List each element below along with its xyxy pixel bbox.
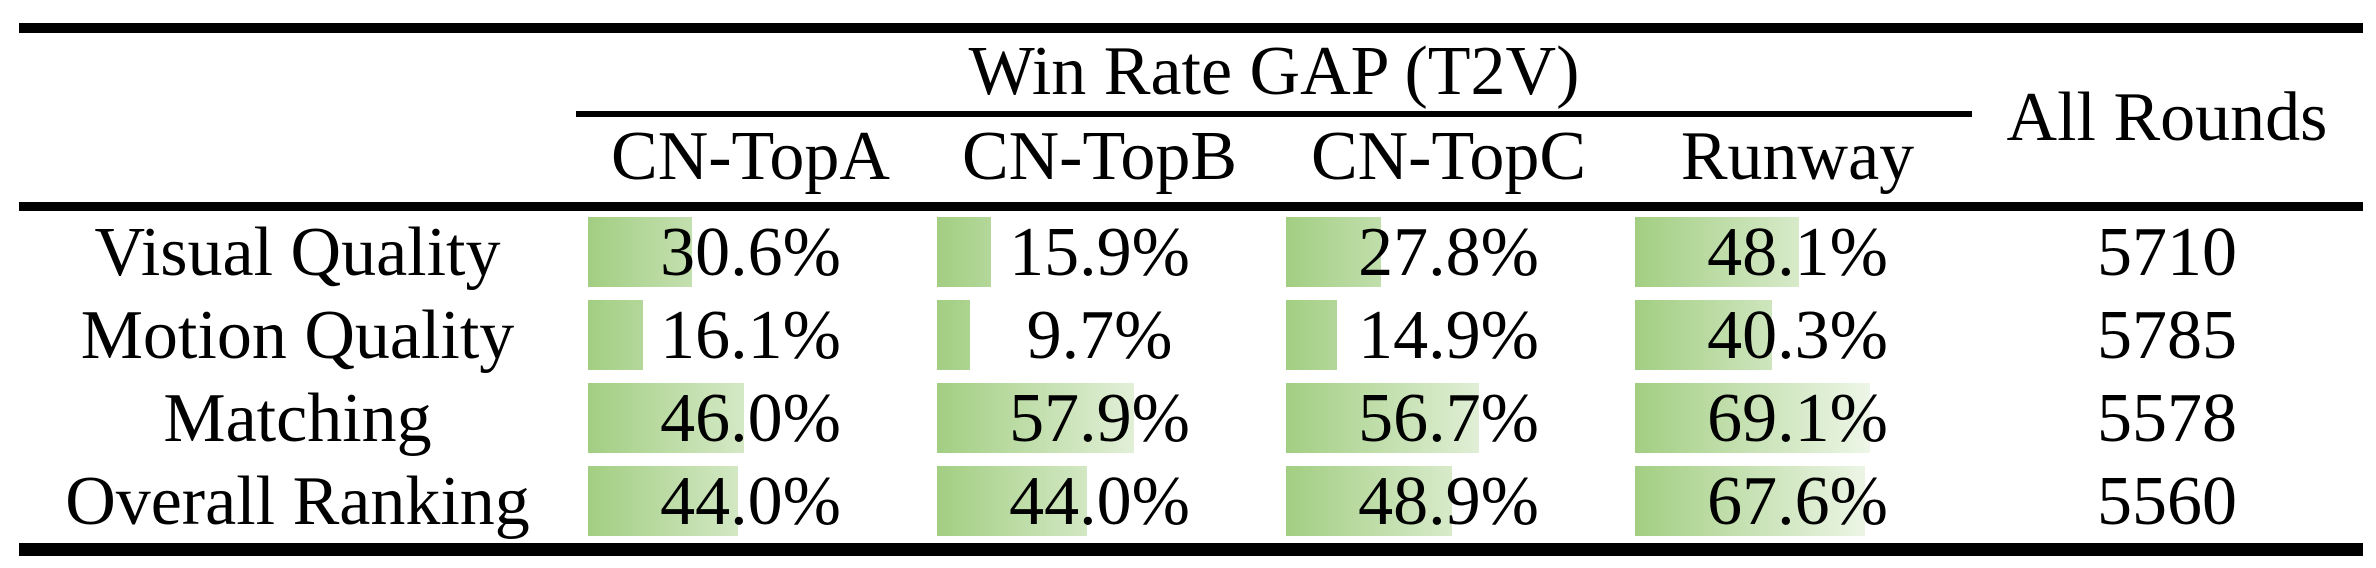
win-rate-bar xyxy=(937,466,1277,536)
value-cell: 27.8% xyxy=(1274,211,1623,294)
header-group: Win Rate GAP (T2V) CN-TopA CN-TopB CN-TopC… xyxy=(576,33,1972,202)
win-rate-value: 44.0% xyxy=(660,462,841,540)
win-rate-bar xyxy=(1635,383,1975,453)
table-row: Matching 46.0% 57.9% 56.7% 69.1% 5578 xyxy=(19,377,2363,460)
win-rate-bar xyxy=(937,383,1277,453)
win-rate-value: 15.9% xyxy=(1009,213,1190,291)
group-header-title: Win Rate GAP (T2V) xyxy=(576,33,1972,117)
row-label: Overall Ranking xyxy=(65,462,530,540)
column-headers: CN-TopA CN-TopB CN-TopC Runway xyxy=(576,117,1972,196)
column-header-cn-topb: CN-TopB xyxy=(961,117,1238,195)
value-cell: 48.1% xyxy=(1623,211,1972,294)
table-body: Visual Quality 30.6% 15.9% 27.8% 48.1% 5710 Mo… xyxy=(19,211,2363,543)
value-cell: 56.7% xyxy=(1274,377,1623,460)
all-rounds-value: 5578 xyxy=(2097,379,2237,457)
value-cell: 44.0% xyxy=(576,460,925,543)
value-cell: 14.9% xyxy=(1274,294,1623,377)
win-rate-bar xyxy=(937,217,1277,287)
win-rate-value: 27.8% xyxy=(1358,213,1539,291)
win-rate-bar xyxy=(1286,383,1626,453)
table-rule-header-bottom xyxy=(19,202,2363,211)
win-rate-value: 69.1% xyxy=(1707,379,1888,457)
table-rule-bottom xyxy=(19,543,2363,556)
win-rate-value: 57.9% xyxy=(1009,379,1190,457)
win-rate-value: 44.0% xyxy=(1009,462,1190,540)
table-row: Overall Ranking 44.0% 44.0% 48.9% 67.6% 5560 xyxy=(19,460,2363,543)
all-rounds-value: 5785 xyxy=(2097,296,2237,374)
win-rate-bar xyxy=(1635,217,1975,287)
win-rate-value: 40.3% xyxy=(1707,296,1888,374)
win-rate-bar xyxy=(1635,466,1975,536)
win-rate-value: 56.7% xyxy=(1358,379,1539,457)
win-rate-value: 9.7% xyxy=(1026,296,1173,374)
win-rate-bar xyxy=(1635,300,1975,370)
all-rounds-value: 5710 xyxy=(2097,213,2237,291)
table-row: Motion Quality 16.1% 9.7% 14.9% 40.3% 5785 xyxy=(19,294,2363,377)
win-rate-value: 48.9% xyxy=(1358,462,1539,540)
column-header-runway: Runway xyxy=(1680,117,1915,195)
win-rate-value: 16.1% xyxy=(660,296,841,374)
table-rule-top xyxy=(19,23,2363,33)
table-header: Win Rate GAP (T2V) CN-TopA CN-TopB CN-TopC… xyxy=(19,33,2363,202)
header-label-spacer xyxy=(19,33,576,202)
value-cell: 40.3% xyxy=(1623,294,1972,377)
value-cell: 69.1% xyxy=(1623,377,1972,460)
row-label: Motion Quality xyxy=(80,296,515,374)
value-cell: 44.0% xyxy=(925,460,1274,543)
win-rate-bar xyxy=(588,300,928,370)
win-rate-bar xyxy=(588,466,928,536)
column-header-cn-topa: CN-TopA xyxy=(611,117,890,195)
win-rate-value: 30.6% xyxy=(660,213,841,291)
win-rate-bar xyxy=(588,217,928,287)
table-row: Visual Quality 30.6% 15.9% 27.8% 48.1% 5710 xyxy=(19,211,2363,294)
value-cell: 30.6% xyxy=(576,211,925,294)
row-label: Matching xyxy=(163,379,432,457)
win-rate-bar xyxy=(1286,300,1626,370)
value-cell: 9.7% xyxy=(925,294,1274,377)
all-rounds-header: All Rounds xyxy=(2006,78,2328,156)
win-rate-value: 67.6% xyxy=(1707,462,1888,540)
win-rate-bar xyxy=(1286,217,1626,287)
value-cell: 48.9% xyxy=(1274,460,1623,543)
win-rate-value: 14.9% xyxy=(1358,296,1539,374)
column-header-cn-topc: CN-TopC xyxy=(1310,117,1587,195)
value-cell: 57.9% xyxy=(925,377,1274,460)
value-cell: 16.1% xyxy=(576,294,925,377)
all-rounds-value: 5560 xyxy=(2097,462,2237,540)
win-rate-bar xyxy=(588,383,928,453)
win-rate-value: 46.0% xyxy=(660,379,841,457)
win-rate-bar xyxy=(1286,466,1626,536)
row-label: Visual Quality xyxy=(94,213,501,291)
win-rate-bar xyxy=(937,300,1277,370)
value-cell: 15.9% xyxy=(925,211,1274,294)
value-cell: 67.6% xyxy=(1623,460,1972,543)
value-cell: 46.0% xyxy=(576,377,925,460)
win-rate-value: 48.1% xyxy=(1707,213,1888,291)
